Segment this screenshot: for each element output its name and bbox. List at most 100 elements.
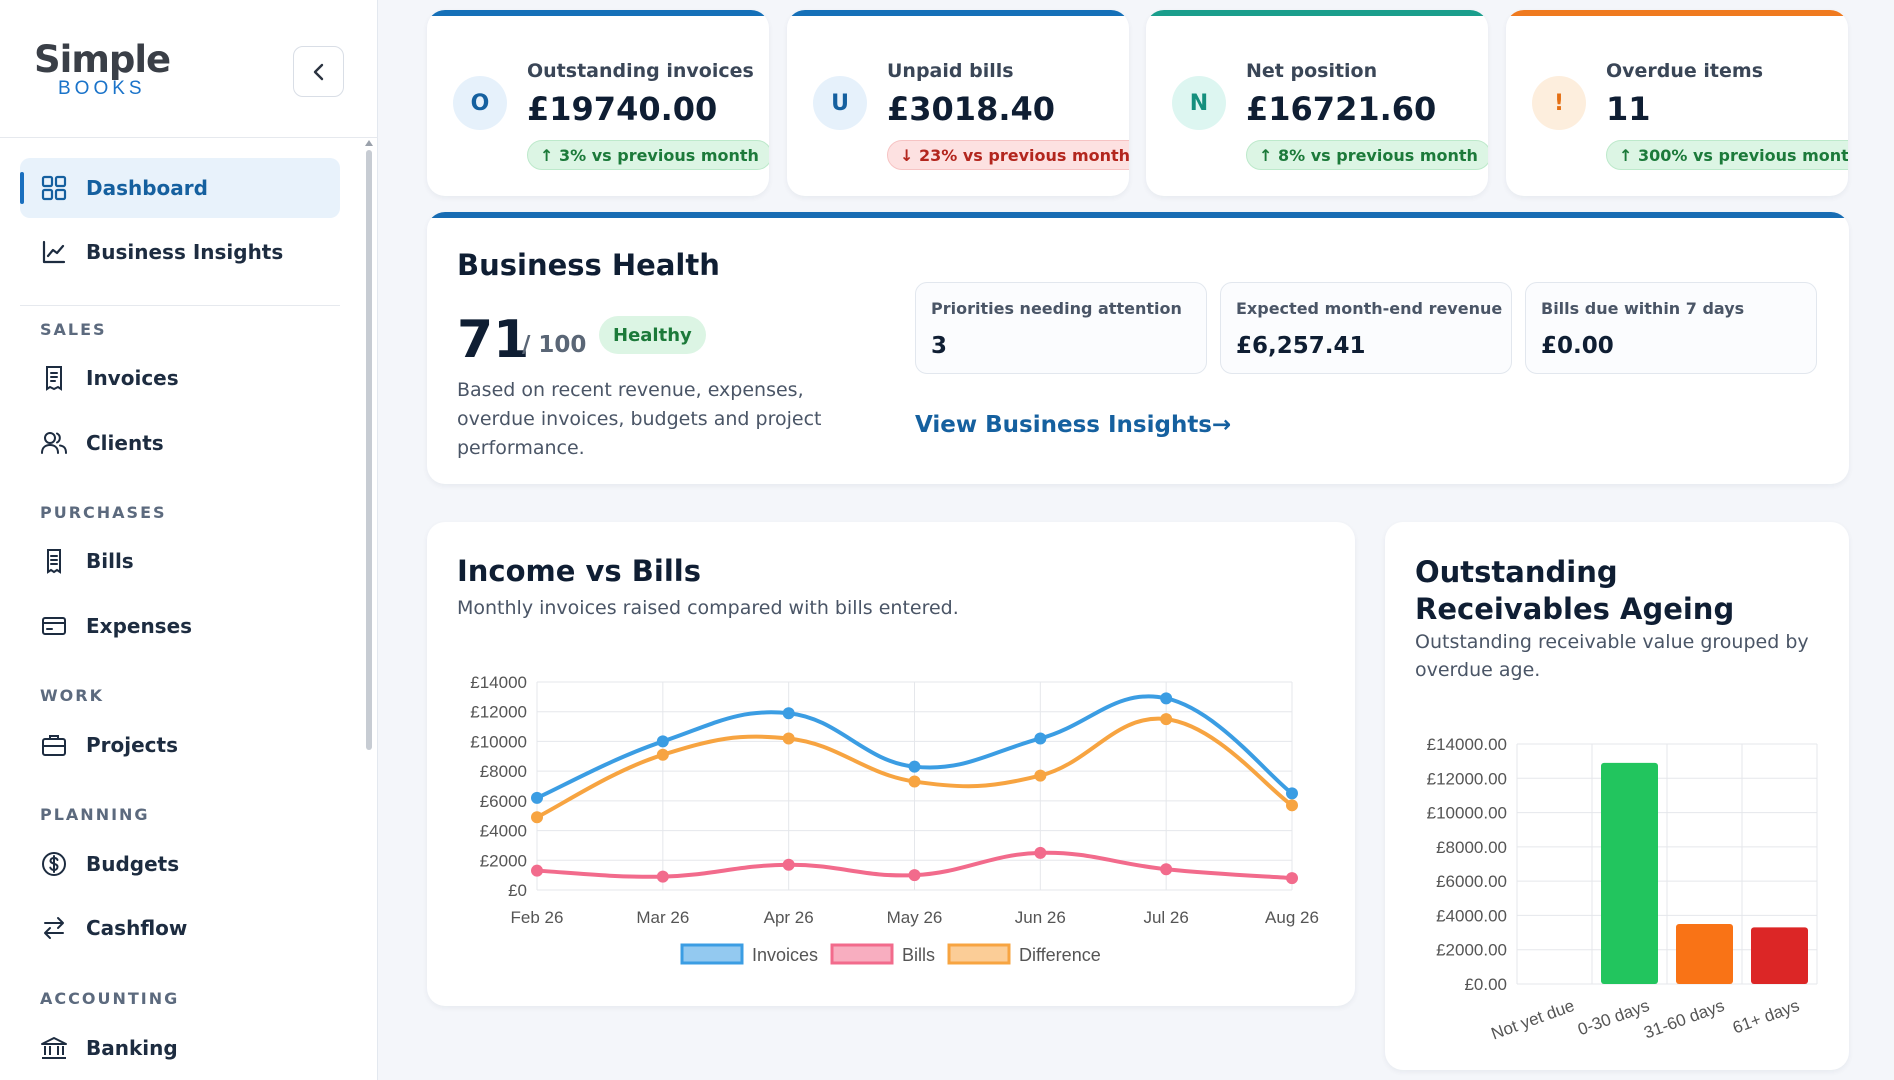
sidebar-item-bills[interactable]: Bills [20,531,340,591]
data-point-difference [1286,799,1298,812]
stat-label: Outstanding invoices [527,60,754,82]
sidebar: Simple BOOKS Dashboard Business Insights… [0,0,378,1080]
x-tick-label: 31-60 days [1641,996,1727,1043]
ageing-chart-subtitle: Outstanding receivable value grouped by … [1415,631,1809,681]
health-score-max: / 100 [522,332,587,358]
stat-accent-bar [787,10,1129,16]
sidebar-item-invoices[interactable]: Invoices [20,348,340,408]
income-chart-subtitle: Monthly invoices raised compared with bi… [457,597,959,619]
stat-label: Overdue items [1606,60,1764,82]
stat-value: £19740.00 [527,90,718,128]
sidebar-item-label: Budgets [86,852,180,876]
sidebar-item-label: Cashflow [86,916,188,940]
stat-card-unpaid-bills: U Unpaid bills £3018.40 ↓ 23% vs previou… [787,10,1129,196]
stat-value: £16721.60 [1246,90,1437,128]
credit-card-icon [40,612,68,640]
health-accent-bar [427,212,1849,218]
x-tick-label: Mar 26 [636,908,689,927]
income-vs-bills-chart: £0 £2000 £4000 £6000 £8000 £10000 £12000 £14000… [470,673,1319,965]
stat-trend: ↑ 3% vs previous month [527,140,769,170]
y-tick-label: £8000 [480,762,527,781]
sidebar-item-label: Business Insights [86,240,284,264]
income-vs-bills-card: Income vs Bills Monthly invoices raised … [427,522,1355,1006]
collapse-sidebar-button[interactable] [293,46,344,97]
x-tick-label: Apr 26 [764,908,814,927]
ageing-chart-title: Outstanding Receivables Ageing [1415,555,1735,626]
stat-value: 11 [1606,90,1651,128]
sidebar-item-clients[interactable]: Clients [20,413,340,473]
stat-card-outstanding-invoices: O Outstanding invoices £19740.00 ↑ 3% vs… [427,10,769,196]
invoice-icon [40,364,68,392]
metric-bills-due: Bills due within 7 days £0.00 [1525,282,1817,374]
sidebar-item-budgets[interactable]: Budgets [20,834,340,894]
data-point-bills [1286,872,1298,885]
scroll-thumb[interactable] [366,150,372,750]
data-point-invoices [782,707,795,720]
health-status-badge: Healthy [599,316,706,354]
stat-badge: ! [1532,76,1586,130]
sidebar-item-cashflow[interactable]: Cashflow [20,898,340,958]
x-tick-label: 61+ days [1730,996,1802,1038]
line-chart-icon [40,238,68,266]
y-tick-label: £14000.00 [1427,735,1507,754]
y-tick-label: £14000 [470,673,527,692]
metric-label: Bills due within 7 days [1541,299,1745,318]
data-point-difference [908,775,921,788]
data-point-difference [656,748,669,761]
stat-card-net-position: N Net position £16721.60 ↑ 8% vs previou… [1146,10,1488,196]
sidebar-item-label: Invoices [86,366,179,390]
data-point-bills [908,869,921,882]
y-tick-label: £4000 [480,822,527,841]
bar-0-30-days [1601,762,1658,984]
metric-label: Priorities needing attention [931,299,1182,318]
data-point-bills [1034,846,1047,859]
legend-swatch-difference [947,943,1011,965]
legend-label: Invoices [752,945,818,965]
y-tick-label: £8000.00 [1436,838,1507,857]
sidebar-scrollbar[interactable] [364,140,374,1080]
health-description: Based on recent revenue, expenses, overd… [457,379,822,459]
data-point-bills [782,858,795,871]
x-tick-label: Jun 26 [1015,908,1066,927]
metric-label: Expected month-end revenue [1236,299,1503,318]
sidebar-item-business-insights[interactable]: Business Insights [20,222,340,282]
chevron-left-icon [313,63,323,80]
health-title: Business Health [457,248,720,282]
metric-priorities: Priorities needing attention 3 [915,282,1207,374]
briefcase-icon [40,731,68,759]
sidebar-item-projects[interactable]: Projects [20,715,340,775]
stat-trend: ↑ 300% vs previous month [1606,140,1848,170]
data-point-bills [656,870,669,883]
x-tick-label: Feb 26 [511,908,564,927]
bar-61-days [1751,927,1808,984]
stat-accent-bar [427,10,769,16]
y-tick-label: £2000.00 [1436,941,1507,960]
legend-swatch-bills [830,943,894,965]
dollar-circle-icon [40,850,68,878]
bank-icon [40,1034,68,1062]
receivables-ageing-card: Outstanding Receivables Ageing Outstandi… [1385,522,1849,1070]
business-health-card: Business Health 71 / 100 Healthy Based o… [427,212,1849,484]
receivables-ageing-chart: £0.00 £2000.00 £4000.00 £6000.00 £8000.00 £10… [1427,735,1818,1044]
stat-label: Unpaid bills [887,60,1014,82]
scroll-up-icon[interactable] [365,140,373,146]
x-tick-label: May 26 [887,908,943,927]
data-point-invoices [1034,732,1047,745]
stat-card-overdue-items: ! Overdue items 11 ↑ 300% vs previous mo… [1506,10,1848,196]
sidebar-item-label: Expenses [86,614,193,638]
x-tick-label: Not yet due [1489,996,1577,1044]
sidebar-item-banking[interactable]: Banking [20,1018,340,1078]
metric-value: £6,257.41 [1236,333,1366,359]
health-score: 71 [457,310,530,370]
data-point-difference [1034,769,1047,782]
nav-section-planning: PLANNING [40,805,150,824]
x-tick-label: Aug 26 [1265,908,1319,927]
view-business-insights-link[interactable]: View Business Insights→ [915,412,1232,438]
sidebar-item-dashboard[interactable]: Dashboard [20,158,340,218]
data-point-bills [531,864,543,877]
brand-logo[interactable]: Simple BOOKS [34,40,174,100]
sidebar-item-label: Projects [86,733,179,757]
sidebar-item-expenses[interactable]: Expenses [20,596,340,656]
y-tick-label: £0 [508,881,527,900]
stat-trend: ↓ 23% vs previous month [887,140,1129,170]
